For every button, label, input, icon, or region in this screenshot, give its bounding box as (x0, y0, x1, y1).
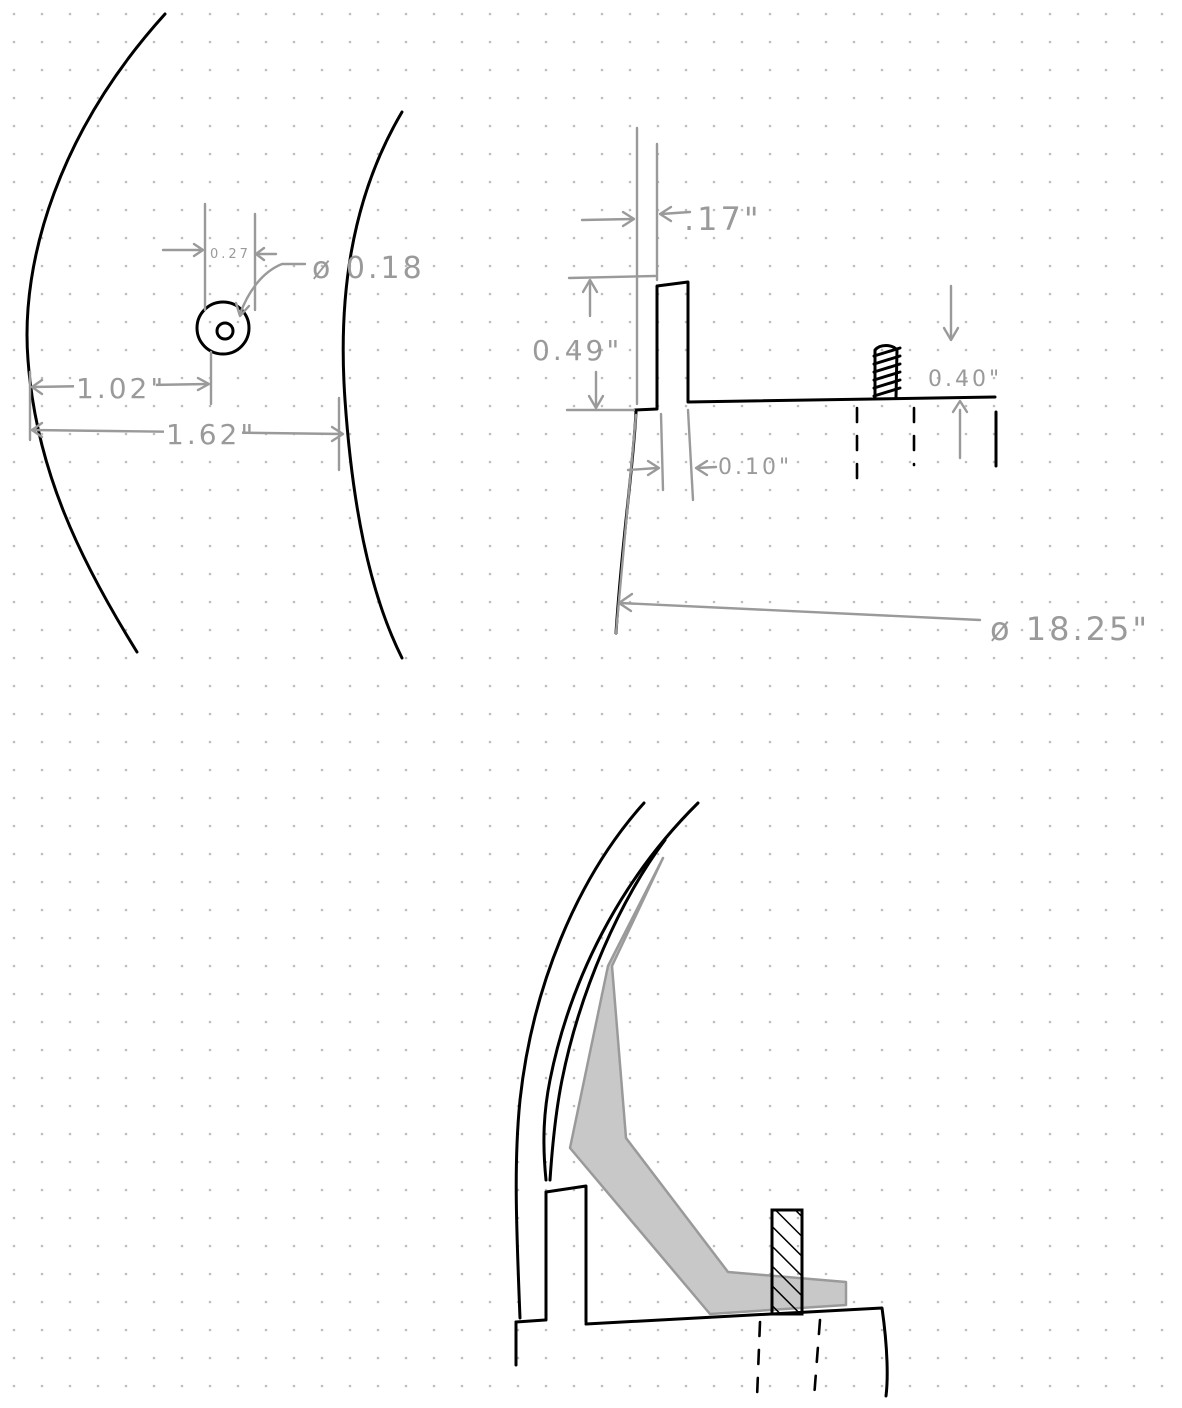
dim-line-thickness-right (659, 210, 692, 216)
hole-outer-ring (195, 300, 251, 356)
label-hole-distance: 1.02" (76, 372, 166, 405)
dim-line-lip-thickness (626, 466, 659, 472)
shell-outer-arc (514, 801, 646, 1320)
hidden-hole-right (812, 1318, 822, 1400)
label-thickness-top: .17" (684, 200, 762, 238)
ext-line (567, 274, 657, 280)
label-hole-diameter: ø 0.18 (312, 251, 425, 286)
arrowhead (192, 242, 205, 258)
dim-line-overall-diameter (618, 601, 982, 622)
dim-line-lip-thickness-right (695, 465, 718, 470)
arrowhead (234, 301, 251, 318)
label-stud-height: 0.40" (928, 367, 1002, 392)
shell-inner-edge (548, 838, 667, 1182)
arrowhead (581, 278, 599, 294)
arrowhead (621, 210, 636, 228)
outer-arc-left (25, 12, 167, 654)
hatched-stud (770, 1208, 804, 1316)
arrowhead (646, 459, 661, 477)
ext-line (614, 413, 638, 635)
arrowhead (196, 376, 211, 392)
mounting-hole (195, 300, 251, 356)
bracket-lip (544, 1184, 588, 1324)
label-lip-height: 0.49" (532, 334, 622, 367)
sketch-hole-plan: 0.27 ø 0.18 1.02" 1.62" (25, 12, 425, 660)
leader-hole-diameter (238, 262, 307, 316)
label-hole-offset-width: 0.27 (210, 247, 251, 262)
ext-line (686, 408, 695, 502)
hidden-hole-left (755, 1320, 762, 1400)
arrowhead (694, 459, 709, 477)
threaded-stud (872, 344, 902, 400)
hole-inner-ring (215, 321, 235, 341)
bracket-fill (568, 856, 848, 1316)
arrowhead (587, 394, 605, 410)
sketch-cross-section: .17" 0.49" 0.40" 0.10" ø 18.25" (532, 126, 1150, 648)
sketch-bracket-section (514, 801, 889, 1400)
arrowhead (951, 399, 969, 414)
dim-line-thickness (580, 217, 635, 222)
arrowhead (30, 378, 44, 396)
arrowhead (30, 421, 44, 439)
shell-inner-arc (542, 801, 700, 1182)
arrowhead (254, 246, 266, 262)
label-bg (164, 416, 242, 448)
label-flange-width: 1.62" (166, 418, 256, 451)
ext-line (659, 412, 665, 492)
label-lip-thickness: 0.10" (718, 455, 792, 480)
bracket-base (514, 1306, 889, 1398)
label-overall-diameter: ø 18.25" (990, 610, 1150, 648)
arrowhead (617, 592, 634, 613)
outer-arc-right (341, 110, 404, 660)
arrowhead (658, 205, 673, 223)
arrowhead (942, 326, 960, 342)
section-profile (633, 280, 997, 412)
arrowhead (330, 425, 345, 443)
label-bg (74, 368, 156, 400)
